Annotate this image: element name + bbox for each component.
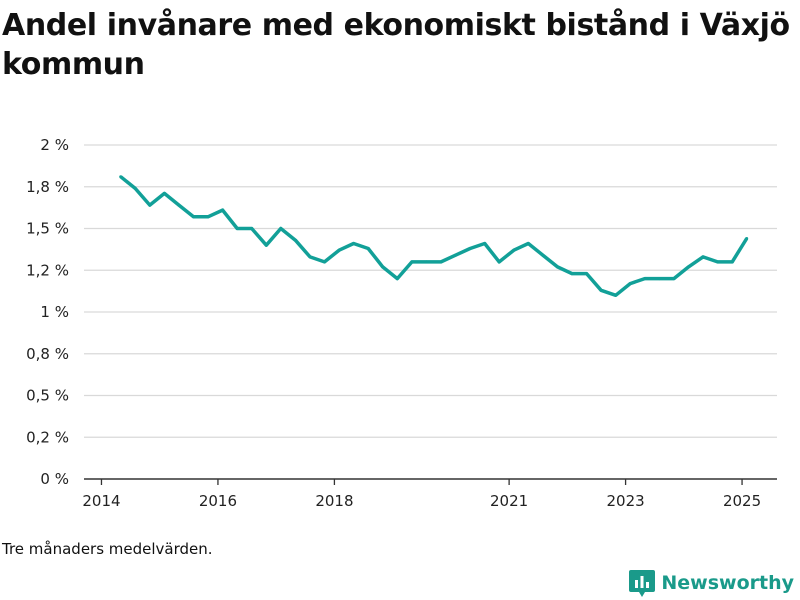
newsworthy-logo-icon (629, 570, 656, 597)
y-axis-tick-labels: 0 % 0,2 % 0,5 % 0,8 % 1 % 1,2 % 1,5 % 1,8 % 2 % (26, 136, 69, 488)
data-point (395, 277, 399, 281)
y-tick-label: 0,5 % (26, 387, 69, 405)
grid-lines (84, 144, 777, 438)
data-point (628, 282, 632, 286)
y-tick-label: 1 % (40, 303, 69, 321)
data-point (454, 253, 457, 257)
x-tick-label: 2023 (606, 492, 644, 510)
y-tick-label: 0 % (40, 470, 69, 488)
y-tick-label: 1,8 % (26, 178, 69, 196)
data-point (614, 293, 618, 297)
x-tick-label: 2016 (199, 492, 237, 510)
data-point (570, 272, 574, 276)
x-tick-label: 2018 (315, 492, 353, 510)
data-point (730, 260, 734, 264)
data-point (672, 277, 676, 281)
data-point (221, 208, 225, 212)
data-point (308, 255, 312, 259)
data-point (439, 260, 443, 264)
data-point (177, 203, 181, 207)
data-point (133, 186, 137, 190)
data-point (585, 272, 589, 276)
data-point (148, 203, 152, 207)
data-point (323, 260, 326, 264)
line-chart: 0 %0,2 %0,5 %0,8 %1 %1,2 %1,5 %1,8 %2 % … (26, 136, 777, 510)
series-line (119, 175, 749, 298)
data-point (556, 265, 559, 269)
data-point (701, 255, 705, 259)
data-point (497, 260, 501, 264)
x-axis-tick-labels: 2014 2016 2018 2021 2023 2025 (82, 492, 761, 510)
data-point (657, 277, 661, 281)
brand-name: Newsworthy (661, 572, 794, 594)
data-point (643, 277, 647, 281)
data-point (687, 265, 690, 269)
chart-title: Andel invånare med ekonomiskt bistånd i … (2, 8, 790, 82)
footnote: Tre månaders medelvärden. (2, 540, 213, 558)
data-point (235, 227, 239, 230)
y-tick-label: 2 % (40, 136, 69, 154)
data-point (119, 175, 123, 179)
x-tick-label: 2021 (490, 492, 528, 510)
y-tick-label: 1,5 % (26, 220, 69, 238)
data-point (483, 242, 487, 245)
data-point (512, 248, 516, 252)
brand-logo[interactable]: Newsworthy (629, 568, 794, 598)
data-point (410, 260, 414, 264)
data-point (381, 265, 385, 269)
data-point (264, 243, 268, 247)
data-point (366, 247, 370, 250)
data-point (250, 227, 254, 230)
data-point (293, 238, 297, 242)
data-point (337, 248, 341, 252)
data-point (526, 242, 530, 245)
data-point (424, 260, 428, 264)
data-point (352, 242, 356, 245)
y-tick-label: 1,2 % (26, 261, 69, 279)
data-point (599, 288, 603, 292)
x-tick-label: 2014 (82, 492, 120, 510)
data-point (745, 237, 749, 240)
data-point (192, 215, 195, 219)
series-layer (119, 175, 749, 298)
data-point (279, 227, 283, 230)
data-point (206, 215, 210, 219)
data-point (716, 260, 720, 264)
data-point (162, 191, 166, 195)
data-point (468, 247, 472, 250)
x-tick-label: 2025 (723, 492, 761, 510)
y-tick-label: 0,8 % (26, 345, 69, 363)
y-tick-label: 0,2 % (26, 428, 69, 446)
data-point (541, 253, 545, 257)
x-axis (84, 478, 777, 485)
